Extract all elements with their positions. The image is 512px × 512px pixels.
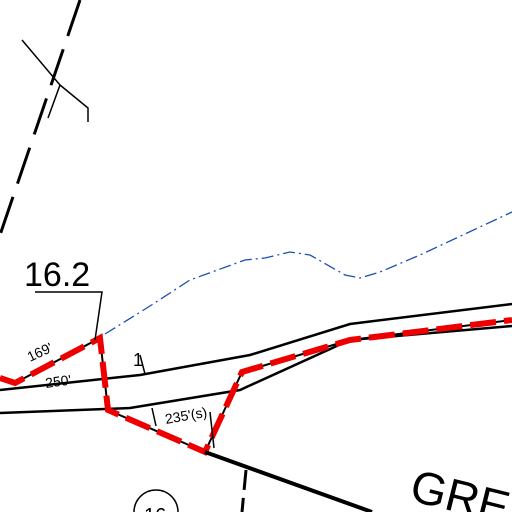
- dimension-label: 250': [44, 372, 72, 391]
- parcel-label: 16.2: [24, 256, 90, 294]
- north-arrow-head: [59, 84, 89, 122]
- parcel-boundary: [0, 319, 512, 454]
- dimension-tick: [209, 411, 215, 449]
- neighbor-circle: [133, 489, 179, 512]
- dimension-label: 1: [133, 350, 143, 370]
- road-edge-upper: [0, 302, 512, 392]
- dimension-label: 235'(s): [164, 404, 208, 427]
- label-leader: [35, 291, 103, 341]
- dimension-tick: [139, 354, 146, 375]
- dimension-tick: [151, 407, 157, 427]
- lot-line-dashed: [240, 469, 248, 512]
- neighbor-label: 16: [144, 505, 166, 512]
- boundary-line: [0, 0, 82, 236]
- stream: [104, 211, 512, 335]
- lot-line: [204, 450, 373, 512]
